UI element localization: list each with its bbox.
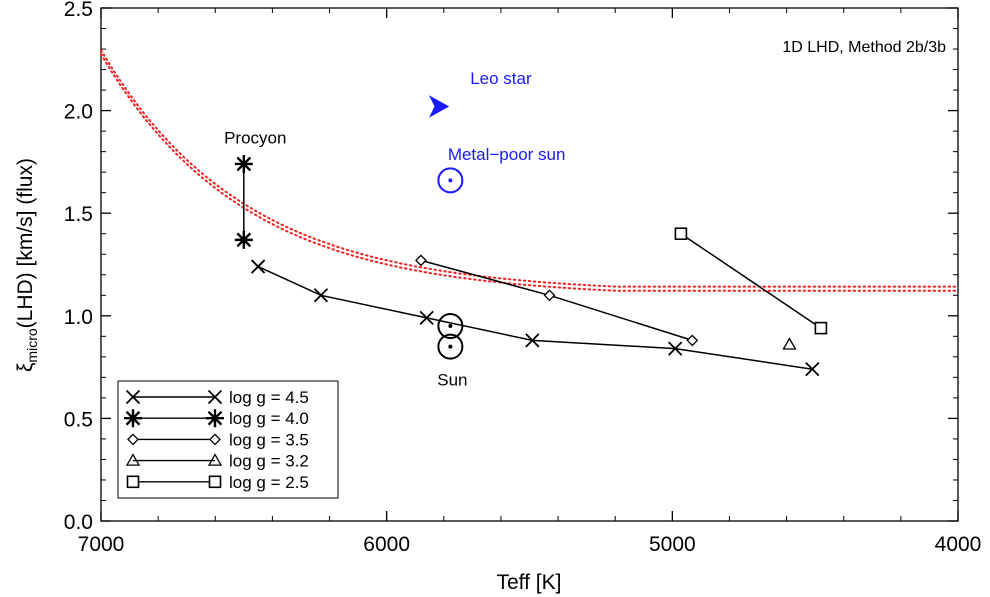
legend-entry: log g = 3.2 — [125, 452, 309, 471]
plot-frame — [100, 7, 959, 522]
data-point — [525, 333, 540, 348]
y-tick-label: 0.5 — [64, 408, 93, 431]
data-point — [543, 289, 556, 302]
legend-label: log g = 3.5 — [229, 430, 309, 449]
legend-entry: log g = 4.0 — [124, 409, 309, 428]
data-point — [419, 310, 434, 325]
point-labels: Procyon Leo star Metal−poor sun Sun — [224, 69, 565, 390]
legend-label: log g = 3.2 — [229, 452, 309, 471]
y-tick-label: 2.0 — [64, 101, 93, 124]
axes: 7000 6000 5000 4000 0.0 0.5 1.0 1.5 2.0 2.5 — [64, 0, 982, 556]
special-point-dot — [448, 178, 453, 183]
y-axis-label: ξmicro(LHD) [km/s] (flux) — [14, 158, 40, 372]
legend: log g = 4.5 log g = 4.0 log g = 3.5 log g =… — [117, 380, 339, 499]
legend-marker-left — [125, 453, 141, 466]
series-3 — [415, 254, 699, 347]
data-point — [686, 334, 699, 347]
legend-marker-right — [209, 433, 221, 446]
legend-marker-right — [207, 389, 223, 405]
point-label: Leo star — [470, 69, 532, 88]
fit-curve-2 — [100, 53, 959, 292]
legend-marker-left — [126, 475, 140, 489]
special-point — [428, 95, 450, 118]
legend-marker-left — [124, 409, 142, 428]
data-point — [415, 254, 427, 267]
x-axis-label: Teff [K] — [497, 571, 562, 594]
series-line — [680, 233, 822, 329]
data-point — [234, 230, 253, 249]
data-point — [313, 288, 329, 303]
legend-entries: log g = 4.5 log g = 4.0 log g = 3.5 log g =… — [124, 388, 309, 492]
x-tick-label: 6000 — [363, 533, 410, 556]
legend-entry: log g = 4.5 — [125, 388, 309, 407]
point-label: Sun — [437, 371, 467, 390]
data-point — [250, 259, 266, 274]
point-label: Metal−poor sun — [448, 145, 566, 164]
data-series — [234, 154, 828, 377]
legend-marker-right — [208, 475, 222, 489]
y-axis-label-subscript: micro — [24, 328, 40, 362]
legend-label: log g = 2.5 — [229, 473, 309, 492]
special-point — [437, 333, 464, 360]
series-4 — [782, 337, 797, 350]
y-axis-label-suffix: (LHD) [km/s] (flux) — [14, 158, 37, 328]
series-line — [257, 265, 813, 370]
legend-entry: log g = 3.5 — [127, 430, 309, 449]
legend-label: log g = 4.0 — [229, 409, 309, 428]
y-tick-label: 0.0 — [64, 511, 93, 534]
data-point — [805, 362, 820, 377]
special-point — [437, 313, 464, 340]
legend-entry: log g = 2.5 — [126, 473, 309, 492]
data-point — [814, 321, 828, 335]
y-tick-label: 1.0 — [64, 306, 93, 329]
series-5 — [674, 227, 828, 335]
series-1 — [250, 259, 820, 377]
legend-marker-left — [127, 433, 139, 446]
legend-label: log g = 4.5 — [229, 388, 309, 407]
x-tick-label: 5000 — [649, 533, 696, 556]
y-tick-label: 2.5 — [64, 0, 93, 21]
legend-marker-right — [206, 409, 224, 428]
point-label: Procyon — [224, 128, 286, 147]
special-point-dot — [448, 344, 453, 349]
annotation-text: 1D LHD, Method 2b/3b — [782, 39, 946, 56]
data-point — [234, 154, 253, 173]
special-point — [437, 167, 464, 194]
y-tick-label: 1.5 — [64, 203, 93, 226]
data-point — [674, 227, 688, 241]
data-point — [668, 341, 683, 356]
x-tick-label: 7000 — [78, 533, 125, 556]
x-tick-label: 4000 — [935, 533, 982, 556]
special-point-dot — [448, 324, 453, 329]
legend-marker-right — [207, 453, 223, 466]
series-2 — [234, 154, 253, 249]
y-axis-label-prefix: ξ — [14, 363, 37, 372]
legend-marker-left — [125, 389, 141, 405]
special-points — [428, 95, 464, 360]
data-point — [782, 337, 797, 350]
